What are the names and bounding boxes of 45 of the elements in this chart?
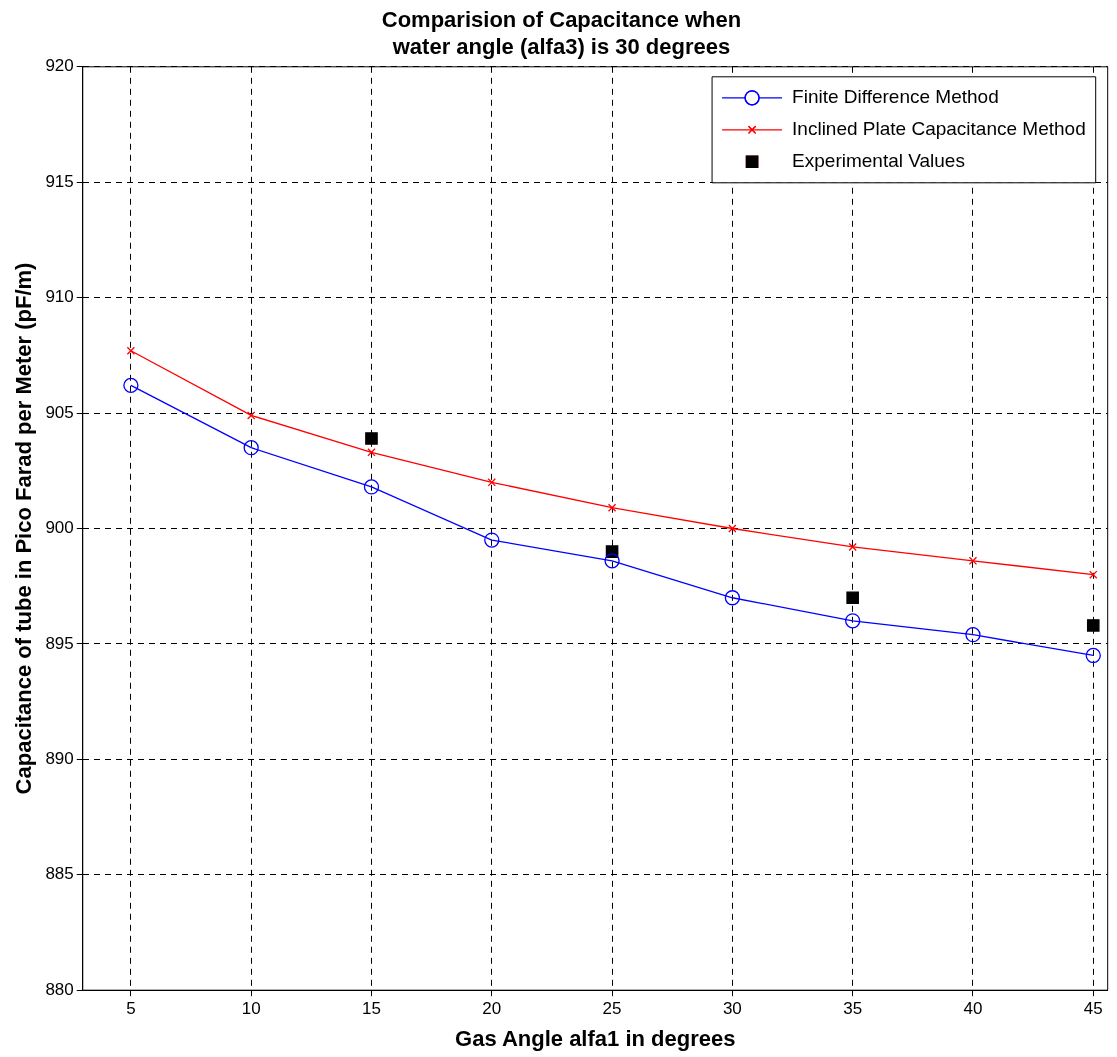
point [968,556,978,566]
y-tick-label: 880 [45,979,74,999]
y-tick-label: 910 [45,287,74,307]
point [846,591,859,605]
y-tick-label: 920 [45,56,74,76]
y-tick-label: 885 [45,864,74,884]
point [365,432,378,445]
y-tick-label: 905 [45,402,74,422]
point [487,478,496,487]
x-tick-label: 45 [1083,999,1103,1019]
point [243,440,259,456]
point [845,613,861,629]
x-tick-label: 20 [482,999,502,1019]
point [724,590,741,606]
point [367,448,376,457]
point [363,479,380,495]
legend-label: Finite Difference Method [792,86,999,108]
point [484,532,500,548]
y-tick-label: 890 [45,749,74,769]
point [848,542,857,552]
point [1089,570,1098,579]
x-tick-label: 5 [126,999,136,1019]
x-axis-title: Gas Angle alfa1 in degrees [455,1025,736,1051]
x-tick-label: 35 [843,999,863,1019]
y-axis-title: Capacitance of tube in Pico Farad per Meter (pF/m) [11,262,37,795]
legend-label: Experimental Values [792,150,965,172]
point [1085,647,1101,664]
point [965,627,981,643]
point [728,524,737,533]
y-tick-label: 915 [45,171,74,191]
x-tick-label: 10 [241,999,261,1019]
point [1086,619,1100,632]
point [247,411,256,420]
x-tick-label: 25 [602,999,622,1019]
point [123,377,139,394]
point [607,503,617,512]
point [604,553,620,569]
legend-label: Inclined Plate Capacitance Method [792,118,1086,140]
x-tick-label: 15 [362,999,381,1019]
x-tick-label: 40 [963,999,983,1019]
x-tick-label: 30 [722,999,742,1019]
point [126,346,136,355]
y-tick-label: 895 [45,633,74,653]
chart-title: Comparision of Capacitance when water angle (alfa3) is 30 degrees [381,7,742,59]
y-tick-label: 900 [45,518,74,538]
